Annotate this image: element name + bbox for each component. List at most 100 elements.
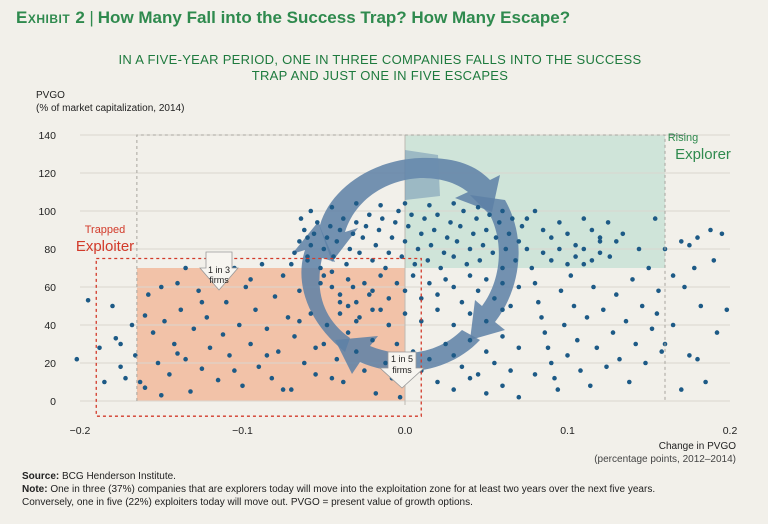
data-point (493, 235, 499, 240)
data-point (110, 303, 115, 309)
data-point (708, 227, 713, 233)
data-point (308, 208, 314, 214)
data-point (497, 220, 502, 225)
explorer-label: Explorer (675, 146, 731, 163)
data-point (402, 311, 408, 316)
y-tick-label: 120 (38, 168, 56, 180)
data-point (500, 334, 505, 339)
data-point (354, 201, 359, 206)
data-point (285, 315, 291, 320)
data-point (383, 265, 388, 271)
data-point (542, 330, 548, 335)
data-point (350, 284, 356, 290)
data-point (370, 337, 375, 343)
data-point (357, 250, 362, 256)
rising-label: Rising (668, 132, 699, 144)
data-point (461, 208, 466, 214)
data-point (415, 246, 421, 252)
exhibit-label: Exhibit 2 (16, 8, 86, 27)
data-point (383, 360, 388, 366)
data-point (513, 258, 518, 263)
data-point (215, 377, 221, 383)
note-text-1: One in three (37%) companies that are ex… (50, 484, 656, 495)
one-in-3-line1: 1 in 3 (208, 265, 230, 275)
data-point (692, 265, 697, 271)
data-point (467, 311, 473, 316)
data-point (207, 345, 213, 351)
y-axis-title-main: PVGO (36, 90, 65, 101)
data-point (389, 235, 395, 240)
data-point (656, 288, 661, 294)
data-point (487, 212, 492, 218)
data-point (393, 220, 398, 225)
data-point (162, 318, 167, 324)
data-point (308, 311, 314, 316)
data-point (248, 277, 253, 282)
data-point (280, 273, 286, 278)
data-point (562, 322, 567, 328)
data-point (581, 246, 587, 252)
data-point (370, 288, 375, 294)
data-point (451, 254, 457, 259)
data-point (362, 368, 367, 373)
data-point (464, 261, 470, 267)
data-point (232, 368, 237, 373)
data-point (183, 356, 188, 362)
data-point (347, 246, 353, 252)
chart-ticks: 0 20 40 60 80 100 120 140 −0.2 −0.1 0.0 0.1 0.2 (38, 130, 737, 437)
data-point (367, 212, 372, 218)
data-point (272, 294, 278, 299)
data-point (302, 227, 307, 233)
data-point (646, 265, 651, 271)
data-point (345, 277, 351, 282)
data-point (605, 220, 611, 225)
data-point (341, 216, 346, 221)
data-point (419, 296, 424, 301)
data-point (670, 273, 676, 278)
data-point (199, 299, 205, 305)
data-point (350, 231, 356, 237)
data-point (659, 349, 664, 354)
data-point (428, 242, 434, 248)
data-point (540, 250, 546, 256)
y-tick-label: 140 (38, 130, 56, 142)
data-point (412, 261, 418, 267)
title-separator: | (89, 8, 94, 27)
data-point (313, 345, 318, 351)
data-point (451, 353, 457, 358)
data-point (419, 318, 424, 324)
data-point (297, 318, 302, 324)
data-point (264, 353, 270, 358)
data-point (524, 216, 530, 221)
data-point (118, 364, 123, 370)
data-point (687, 353, 692, 358)
data-point (529, 265, 535, 271)
x-axis-title-main: Change in PVGO (658, 441, 736, 452)
data-point (373, 391, 379, 396)
data-point (467, 273, 473, 278)
data-point (289, 387, 294, 392)
data-point (500, 265, 505, 271)
data-point (321, 341, 327, 347)
data-point (394, 280, 400, 286)
data-point (269, 375, 275, 381)
y-tick-label: 100 (38, 206, 56, 218)
data-point (302, 360, 307, 366)
x-tick-label: 0.1 (560, 425, 575, 437)
data-point (308, 242, 314, 248)
data-point (410, 273, 416, 278)
data-point (178, 307, 184, 313)
data-point (305, 235, 310, 240)
data-point (318, 265, 323, 271)
data-point (719, 231, 725, 237)
data-point (477, 258, 483, 263)
x-tick-label: 0.2 (723, 425, 738, 437)
data-point (142, 313, 148, 318)
data-point (360, 235, 366, 240)
data-point (484, 318, 489, 324)
data-point (253, 307, 258, 313)
data-point (337, 292, 343, 297)
data-point (175, 280, 180, 286)
data-point (524, 246, 530, 252)
data-point (363, 223, 369, 229)
